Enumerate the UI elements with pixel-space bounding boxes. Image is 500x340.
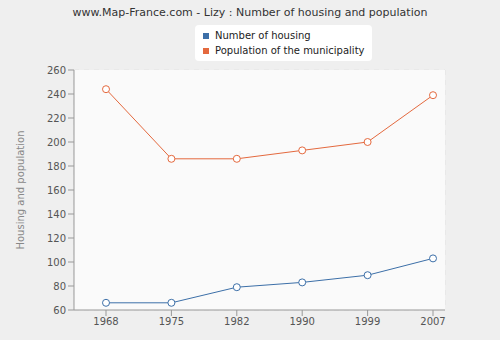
svg-text:220: 220 xyxy=(47,113,66,124)
svg-text:260: 260 xyxy=(47,65,66,76)
svg-text:2007: 2007 xyxy=(420,316,445,327)
svg-text:1990: 1990 xyxy=(289,316,314,327)
svg-text:200: 200 xyxy=(47,137,66,148)
svg-text:60: 60 xyxy=(53,305,66,316)
svg-text:80: 80 xyxy=(53,281,66,292)
svg-text:1982: 1982 xyxy=(224,316,249,327)
svg-text:100: 100 xyxy=(47,257,66,268)
html-text:www.Map-France.com - Lizy : Nu: www.Map-France.com - Lizy : Number of ho… xyxy=(72,6,428,19)
svg-text:Housing and population: Housing and population xyxy=(15,130,26,249)
svg-text:1968: 1968 xyxy=(93,316,118,327)
svg-text:240: 240 xyxy=(47,89,66,100)
svg-text:160: 160 xyxy=(47,185,66,196)
svg-text:140: 140 xyxy=(47,209,66,220)
svg-text:180: 180 xyxy=(47,161,66,172)
html-text:Population of the municipality: Population of the municipality xyxy=(215,45,365,56)
svg-text:120: 120 xyxy=(47,233,66,244)
svg-text:1999: 1999 xyxy=(355,316,380,327)
html-text:Number of housing: Number of housing xyxy=(215,30,311,41)
svg-text:1975: 1975 xyxy=(159,316,184,327)
